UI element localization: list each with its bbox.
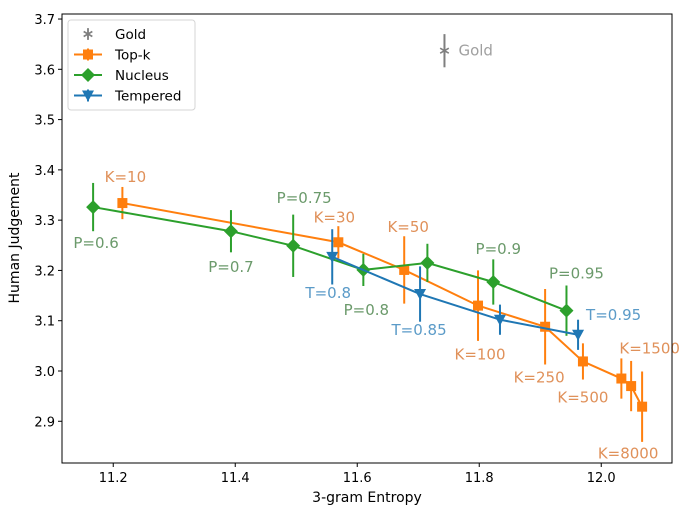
plot-frame: [61, 13, 673, 464]
legend: Gold Top-k Nucleus Tempered: [67, 19, 196, 111]
nucleus-point-label: P=0.9: [476, 240, 521, 258]
y-tick-label: 3.0: [34, 365, 55, 380]
nucleus-point-label: P=0.75: [277, 189, 332, 207]
top-k-point-label: K=250: [514, 369, 565, 387]
gold-point-label: Gold: [458, 42, 493, 60]
y-axis-label: Human Judgement: [7, 172, 23, 303]
series-gold: [439, 34, 450, 68]
top-k-point: [333, 237, 344, 248]
legend-box: [67, 19, 196, 111]
nucleus-point-label: P=0.7: [208, 258, 253, 276]
nucleus-point-label: P=0.6: [73, 234, 118, 252]
legend-label: Top-k: [114, 48, 151, 64]
x-axis-label: 3-gram Entropy: [312, 490, 422, 506]
tempered-point: [414, 289, 427, 301]
top-k-point: [117, 198, 128, 209]
tempered-point: [493, 314, 506, 326]
nucleus-point: [86, 200, 101, 215]
nucleus-point-label: P=0.95: [549, 265, 604, 283]
top-k-point-label: K=10: [105, 168, 147, 186]
legend-label: Nucleus: [115, 68, 169, 84]
legend-label: Gold: [115, 27, 146, 43]
top-k-point-label: K=50: [387, 218, 429, 236]
y-tick-label: 3.1: [34, 315, 55, 330]
y-tick-label: 3.4: [34, 164, 55, 179]
top-k-point: [473, 300, 484, 311]
top-k-point: [616, 373, 627, 384]
y-tick-label: 3.6: [34, 63, 55, 78]
top-k-point-label: K=8000: [598, 445, 659, 463]
tempered-point-label: T=0.95: [585, 306, 641, 324]
top-k-point: [626, 381, 637, 392]
star-stroke: [439, 47, 450, 54]
legend-marker-icon: [81, 68, 95, 82]
series-top-k: [117, 186, 648, 442]
top-k-point: [577, 356, 588, 367]
y-tick-label: 2.9: [34, 415, 55, 430]
legend-marker-icon: [83, 49, 93, 60]
nucleus-point: [559, 303, 574, 318]
x-tick-label: 11.8: [465, 471, 494, 486]
top-k-point-label: K=30: [314, 208, 356, 226]
legend-label: Tempered: [114, 89, 181, 105]
nucleus-point: [286, 238, 301, 253]
top-k-point-label: K=1500: [619, 340, 680, 358]
x-tick-label: 11.6: [343, 471, 372, 486]
legend-marker-icon: [83, 29, 93, 39]
star-stroke: [83, 30, 93, 38]
y-tick-label: 3.5: [34, 114, 55, 129]
x-tick-label: 11.4: [221, 471, 250, 486]
top-k-point: [399, 264, 410, 275]
tempered-point-label: T=0.8: [304, 284, 351, 302]
nucleus-point: [486, 274, 501, 289]
legend-item-gold: Gold: [83, 27, 146, 43]
top-k-point: [637, 401, 648, 412]
y-tick-label: 3.2: [34, 264, 55, 279]
legend-marker-icon: [82, 90, 94, 102]
legend-item-top-k: Top-k: [74, 48, 151, 64]
tempered-point-label: T=0.85: [390, 321, 446, 339]
nucleus-point: [223, 224, 238, 239]
tempered-point: [326, 251, 339, 263]
y-axis: 2.9 3.0 3.1 3.2 3.3 3.4 3.5 3.6 3.7: [34, 13, 62, 430]
x-axis: 11.2 11.4 11.6 11.8 12.0: [99, 463, 616, 486]
top-k-point-label: K=100: [454, 346, 505, 364]
y-tick-label: 3.3: [34, 214, 55, 229]
nucleus-point: [420, 255, 435, 270]
tempered-line: [331, 255, 579, 336]
x-tick-label: 12.0: [587, 471, 616, 486]
nucleus-point-label: P=0.8: [344, 301, 389, 319]
y-tick-label: 3.7: [34, 13, 55, 28]
top-k-point-label: K=500: [557, 388, 608, 406]
top-k-point: [540, 321, 551, 332]
legend-item-tempered: Tempered: [74, 89, 181, 105]
legend-item-nucleus: Nucleus: [74, 68, 169, 84]
gold-point: [439, 45, 450, 56]
tempered-point: [572, 329, 585, 341]
x-tick-label: 11.2: [99, 471, 128, 486]
series-tempered: [326, 229, 585, 350]
